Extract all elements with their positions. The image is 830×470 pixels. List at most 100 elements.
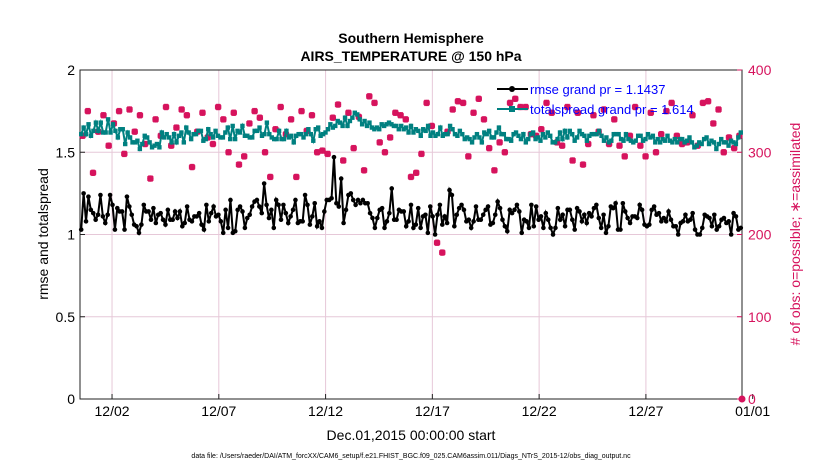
totalspread-marker bbox=[716, 141, 721, 147]
totalspread-marker bbox=[372, 127, 377, 132]
rmse-marker bbox=[107, 192, 113, 198]
totalspread-marker bbox=[450, 127, 455, 132]
totalspread-marker bbox=[548, 133, 553, 138]
legend-spread-label: totalspread grand pr = 1.614 bbox=[530, 102, 694, 117]
totalspread-marker bbox=[93, 120, 99, 125]
x-axis-label: Dec.01,2015 00:00:00 start bbox=[327, 427, 496, 443]
x-tick-label: 01/01 bbox=[735, 403, 770, 419]
rmse-marker bbox=[620, 200, 626, 206]
totalspread-series bbox=[79, 110, 743, 152]
totalspread-marker bbox=[574, 135, 580, 140]
totalspread-marker bbox=[528, 131, 533, 137]
rmse-marker bbox=[261, 181, 267, 186]
rmse-marker bbox=[514, 202, 520, 208]
obs-marker bbox=[730, 144, 738, 152]
obs-marker bbox=[188, 163, 196, 171]
totalspread-marker bbox=[242, 133, 248, 138]
totalspread-marker bbox=[389, 122, 394, 127]
obs-marker bbox=[126, 106, 133, 113]
rmse-marker bbox=[403, 223, 409, 229]
obs-marker bbox=[277, 103, 285, 111]
totalspread-marker bbox=[320, 131, 326, 137]
rmse-marker bbox=[466, 217, 472, 222]
obs-marker bbox=[272, 125, 279, 133]
totalspread-marker bbox=[516, 133, 521, 138]
totalspread-marker bbox=[533, 136, 538, 142]
rmse-marker bbox=[423, 212, 428, 218]
totalspread-marker bbox=[342, 115, 348, 120]
rmse-marker bbox=[134, 223, 139, 229]
rmse-marker bbox=[651, 204, 657, 209]
rmse-marker bbox=[716, 223, 722, 229]
rmse-marker bbox=[574, 205, 580, 211]
totalspread-marker bbox=[421, 127, 426, 132]
totalspread-marker bbox=[467, 136, 472, 142]
rmse-marker bbox=[606, 223, 611, 229]
rmse-marker bbox=[603, 230, 609, 236]
rmse-marker bbox=[663, 219, 669, 224]
obs-marker bbox=[496, 139, 503, 146]
totalspread-marker bbox=[648, 135, 653, 140]
rmse-marker bbox=[216, 212, 221, 218]
rmse-marker bbox=[245, 215, 250, 221]
totalspread-marker bbox=[655, 136, 660, 142]
totalspread-marker bbox=[692, 145, 697, 150]
rmse-marker bbox=[110, 202, 115, 208]
totalspread-marker bbox=[235, 128, 240, 134]
totalspread-marker bbox=[228, 136, 233, 142]
rmse-marker bbox=[360, 197, 366, 203]
rmse-marker bbox=[582, 212, 587, 218]
totalspread-marker bbox=[220, 135, 226, 140]
obs-marker bbox=[147, 175, 154, 182]
rmse-marker bbox=[317, 219, 322, 224]
totalspread-marker bbox=[357, 117, 362, 122]
obs-marker bbox=[324, 150, 331, 158]
y2-tick-label: 400 bbox=[748, 62, 772, 78]
rmse-marker bbox=[586, 210, 592, 216]
totalspread-marker bbox=[709, 138, 714, 143]
totalspread-marker bbox=[237, 130, 243, 135]
obs-marker bbox=[652, 148, 660, 156]
obs-marker bbox=[709, 120, 717, 127]
rmse-marker bbox=[545, 217, 551, 222]
totalspread-marker bbox=[711, 140, 717, 145]
rmse-marker bbox=[442, 214, 448, 219]
totalspread-marker bbox=[215, 133, 221, 138]
totalspread-marker bbox=[521, 131, 526, 137]
obs-marker bbox=[220, 116, 227, 123]
obs-marker bbox=[485, 144, 493, 152]
rmse-marker bbox=[692, 227, 698, 232]
rmse-marker bbox=[627, 220, 633, 226]
rmse-marker bbox=[497, 205, 503, 211]
obs-marker bbox=[511, 95, 519, 103]
obs-marker bbox=[715, 106, 722, 113]
rmse-marker bbox=[102, 220, 108, 226]
y-tick-label: 2 bbox=[67, 62, 75, 78]
totalspread-marker bbox=[381, 123, 387, 129]
legend: rmse grand pr = 1.1437 totalspread grand… bbox=[497, 82, 694, 117]
totalspread-marker bbox=[267, 131, 272, 137]
obs-marker bbox=[136, 111, 144, 119]
rmse-marker bbox=[454, 212, 460, 218]
rmse-marker bbox=[625, 215, 630, 221]
totalspread-marker bbox=[721, 140, 726, 145]
obs-marker bbox=[689, 111, 696, 119]
totalspread-marker bbox=[719, 136, 724, 142]
obs-marker bbox=[657, 130, 665, 138]
rmse-marker bbox=[485, 204, 491, 209]
totalspread-marker bbox=[423, 128, 428, 134]
rmse-marker bbox=[524, 219, 529, 224]
totalspread-marker bbox=[149, 145, 155, 150]
obs-marker bbox=[402, 116, 410, 123]
totalspread-marker bbox=[98, 120, 103, 125]
totalspread-marker bbox=[438, 125, 443, 130]
totalspread-marker bbox=[286, 135, 292, 140]
rmse-marker bbox=[160, 217, 166, 222]
totalspread-marker bbox=[430, 130, 436, 135]
rmse-marker bbox=[264, 202, 269, 208]
totalspread-marker bbox=[704, 135, 709, 140]
totalspread-marker bbox=[284, 128, 289, 134]
rmse-marker bbox=[406, 219, 411, 224]
totalspread-marker bbox=[477, 135, 482, 140]
rmse-marker bbox=[733, 214, 739, 219]
